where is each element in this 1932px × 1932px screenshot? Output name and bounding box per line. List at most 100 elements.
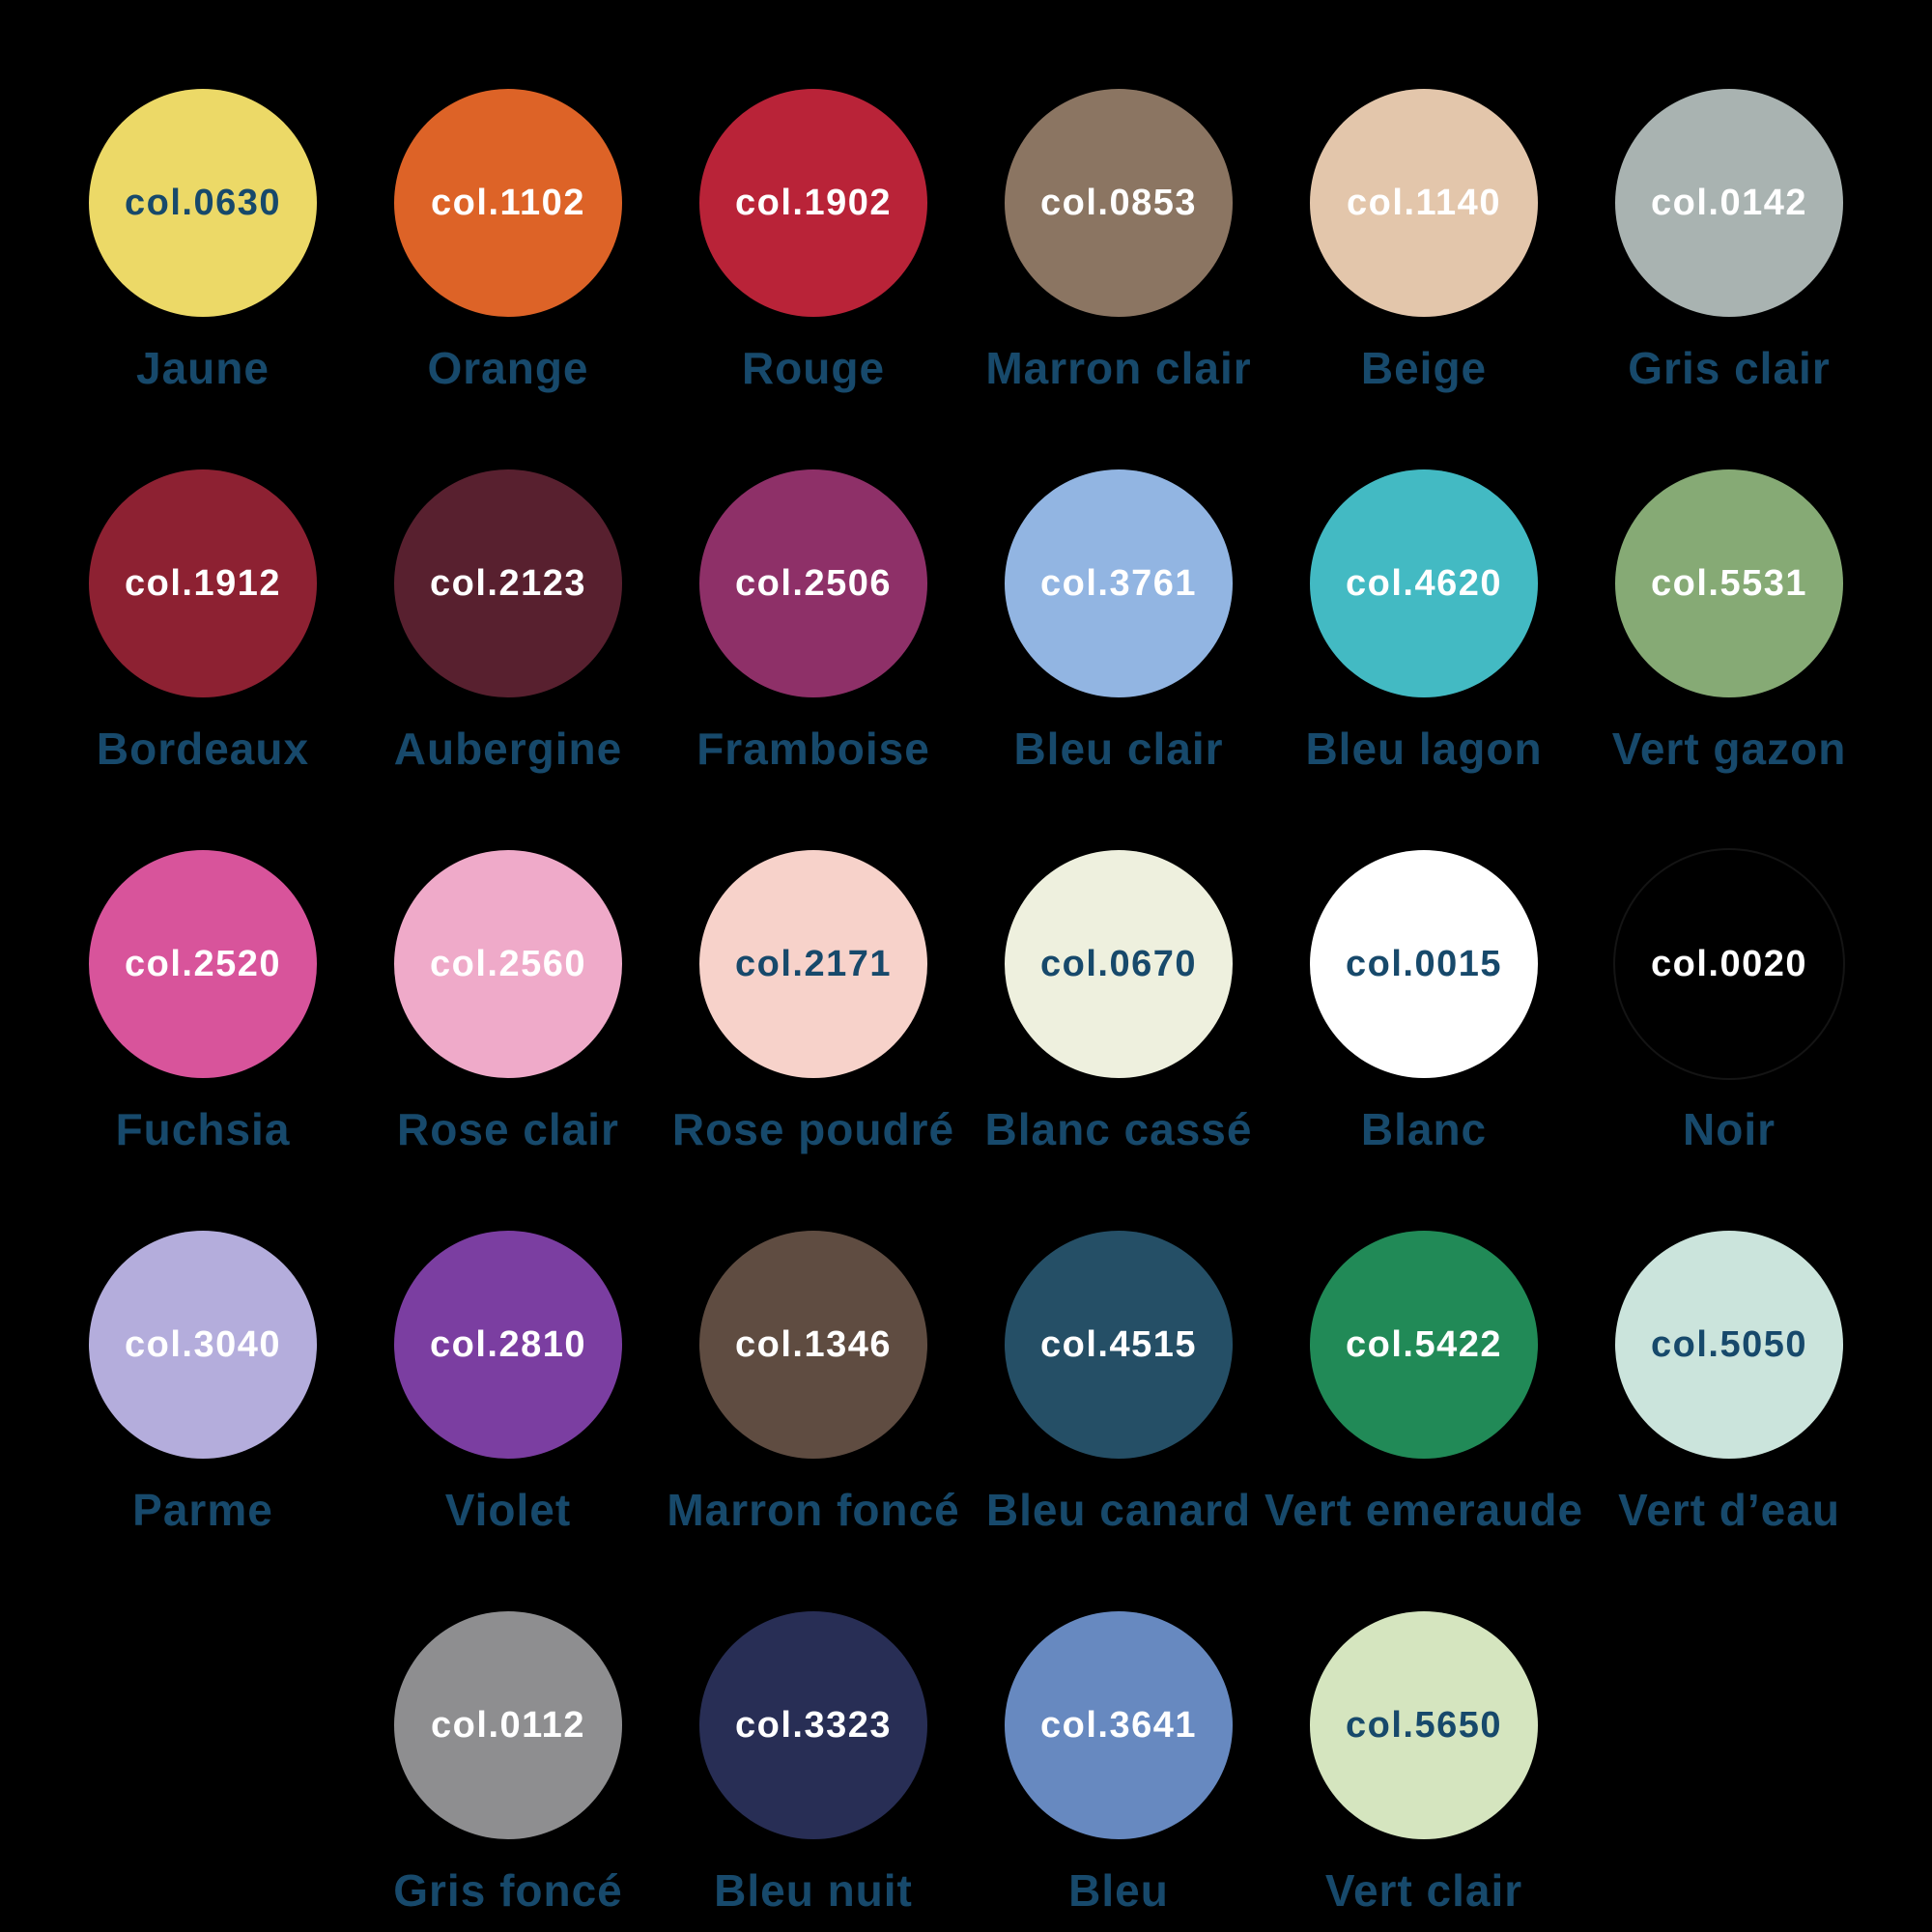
color-code: col.2520: [125, 943, 281, 984]
color-code: col.3040: [125, 1323, 281, 1365]
color-circle-2560[interactable]: col.2560: [394, 850, 622, 1078]
color-circle-0020[interactable]: col.0020: [1615, 850, 1843, 1078]
color-circle-2123[interactable]: col.2123: [394, 469, 622, 697]
color-circle-5050[interactable]: col.5050: [1615, 1231, 1843, 1459]
color-circle-3641[interactable]: col.3641: [1005, 1611, 1233, 1839]
color-name-label: Bleu canard: [985, 1485, 1252, 1535]
color-circle-5531[interactable]: col.5531: [1615, 469, 1843, 697]
color-name-label: Violet: [444, 1485, 572, 1535]
swatch-row-5: col.0112 Gris foncé col.3323 Bleu nuit col.3…: [0, 1611, 1932, 1917]
swatch-cell-3641: col.3641 Bleu: [1005, 1611, 1233, 1917]
color-code: col.0020: [1651, 943, 1807, 984]
swatch-row-4: col.3040 Parme col.2810 Violet col.1346 Marro…: [0, 1231, 1932, 1536]
swatch-cell-3040: col.3040 Parme: [89, 1231, 317, 1536]
swatch-cell-0015: col.0015 Blanc: [1310, 850, 1538, 1155]
swatch-cell-2123: col.2123 Aubergine: [394, 469, 622, 775]
color-code: col.2560: [430, 943, 586, 984]
color-name-label: Noir: [1683, 1104, 1776, 1154]
color-name-label: Bleu: [1068, 1865, 1169, 1916]
color-name-label: Gris foncé: [393, 1865, 623, 1916]
swatch-cell-4620: col.4620 Bleu lagon: [1305, 469, 1542, 775]
swatch-cell-0142: col.0142 Gris clair: [1615, 89, 1843, 394]
swatch-cell-1346: col.1346 Marron foncé: [667, 1231, 959, 1536]
color-circle-2171[interactable]: col.2171: [699, 850, 927, 1078]
swatch-cell-0020: col.0020 Noir: [1615, 850, 1843, 1155]
color-circle-3761[interactable]: col.3761: [1005, 469, 1233, 697]
swatch-cell-0670: col.0670 Blanc cassé: [985, 850, 1251, 1155]
swatch-cell-3323: col.3323 Bleu nuit: [699, 1611, 927, 1917]
swatch-cell-3761: col.3761 Bleu clair: [1005, 469, 1233, 775]
color-circle-1912[interactable]: col.1912: [89, 469, 317, 697]
color-circle-1902[interactable]: col.1902: [699, 89, 927, 317]
color-circle-2810[interactable]: col.2810: [394, 1231, 622, 1459]
color-circle-1140[interactable]: col.1140: [1310, 89, 1538, 317]
color-circle-4620[interactable]: col.4620: [1310, 469, 1538, 697]
color-circle-0630[interactable]: col.0630: [89, 89, 317, 317]
color-code: col.2123: [430, 562, 586, 604]
swatch-cell-4515: col.4515 Bleu canard: [986, 1231, 1250, 1536]
color-code: col.1346: [735, 1323, 892, 1365]
color-name-label: Blanc cassé: [984, 1104, 1253, 1154]
color-code: col.0112: [431, 1704, 585, 1746]
color-circle-5422[interactable]: col.5422: [1310, 1231, 1538, 1459]
swatch-row-3: col.2520 Fuchsia col.2560 Rose clair col.217…: [0, 850, 1932, 1155]
color-name-label: Bleu clair: [1013, 724, 1224, 774]
color-name-label: Rose poudré: [671, 1104, 955, 1154]
color-code: col.0853: [1040, 182, 1197, 223]
color-name-label: Orange: [427, 343, 589, 393]
swatch-cell-2560: col.2560 Rose clair: [394, 850, 622, 1155]
color-code: col.3641: [1040, 1704, 1197, 1746]
color-name-label: Vert d’eau: [1618, 1485, 1840, 1535]
color-name-label: Fuchsia: [115, 1104, 291, 1154]
color-code: col.4620: [1346, 562, 1502, 604]
swatch-cell-5531: col.5531 Vert gazon: [1612, 469, 1845, 775]
color-name-label: Gris clair: [1628, 343, 1831, 393]
swatch-cell-5050: col.5050 Vert d’eau: [1615, 1231, 1843, 1536]
swatch-cell-1902: col.1902 Rouge: [699, 89, 927, 394]
swatch-row-1: col.0630 Jaune col.1102 Orange col.1902 Rouge…: [0, 89, 1932, 394]
color-circle-0853[interactable]: col.0853: [1005, 89, 1233, 317]
swatch-cell-1140: col.1140 Beige: [1310, 89, 1538, 394]
swatch-cell-1912: col.1912 Bordeaux: [89, 469, 317, 775]
swatch-cell-2506: col.2506 Framboise: [696, 469, 929, 775]
color-circle-0142[interactable]: col.0142: [1615, 89, 1843, 317]
color-code: col.2810: [430, 1323, 586, 1365]
color-code: col.1140: [1347, 182, 1501, 223]
color-code: col.5650: [1346, 1704, 1502, 1746]
color-circle-0112[interactable]: col.0112: [394, 1611, 622, 1839]
color-code: col.1902: [735, 182, 892, 223]
color-name-label: Parme: [132, 1485, 273, 1535]
color-name-label: Vert emeraude: [1264, 1485, 1584, 1535]
color-circle-4515[interactable]: col.4515: [1005, 1231, 1233, 1459]
color-circle-0670[interactable]: col.0670: [1005, 850, 1233, 1078]
color-name-label: Blanc: [1360, 1104, 1488, 1154]
color-circle-3323[interactable]: col.3323: [699, 1611, 927, 1839]
color-circle-1346[interactable]: col.1346: [699, 1231, 927, 1459]
color-code: col.0142: [1651, 182, 1807, 223]
color-code: col.5050: [1651, 1323, 1807, 1365]
color-circle-3040[interactable]: col.3040: [89, 1231, 317, 1459]
color-code: col.1102: [431, 182, 585, 223]
color-code: col.3323: [735, 1704, 892, 1746]
color-code: col.2506: [735, 562, 892, 604]
swatch-cell-5422: col.5422 Vert emeraude: [1264, 1231, 1582, 1536]
swatch-cell-0630: col.0630 Jaune: [89, 89, 317, 394]
swatch-row-2: col.1912 Bordeaux col.2123 Aubergine col.250…: [0, 469, 1932, 775]
color-code: col.4515: [1040, 1323, 1197, 1365]
swatch-cell-5650: col.5650 Vert clair: [1310, 1611, 1538, 1917]
color-circle-0015[interactable]: col.0015: [1310, 850, 1538, 1078]
color-name-label: Marron clair: [985, 343, 1252, 393]
color-circle-2506[interactable]: col.2506: [699, 469, 927, 697]
swatch-cell-0112: col.0112 Gris foncé: [393, 1611, 623, 1917]
color-code: col.2171: [735, 943, 892, 984]
swatch-cell-2171: col.2171 Rose poudré: [672, 850, 953, 1155]
color-circle-2520[interactable]: col.2520: [89, 850, 317, 1078]
swatch-cell-1102: col.1102 Orange: [394, 89, 622, 394]
color-name-label: Bleu nuit: [714, 1865, 913, 1916]
color-code: col.1912: [125, 562, 281, 604]
color-name-label: Aubergine: [393, 724, 623, 774]
swatch-cell-2810: col.2810 Violet: [394, 1231, 622, 1536]
color-circle-1102[interactable]: col.1102: [394, 89, 622, 317]
color-circle-5650[interactable]: col.5650: [1310, 1611, 1538, 1839]
